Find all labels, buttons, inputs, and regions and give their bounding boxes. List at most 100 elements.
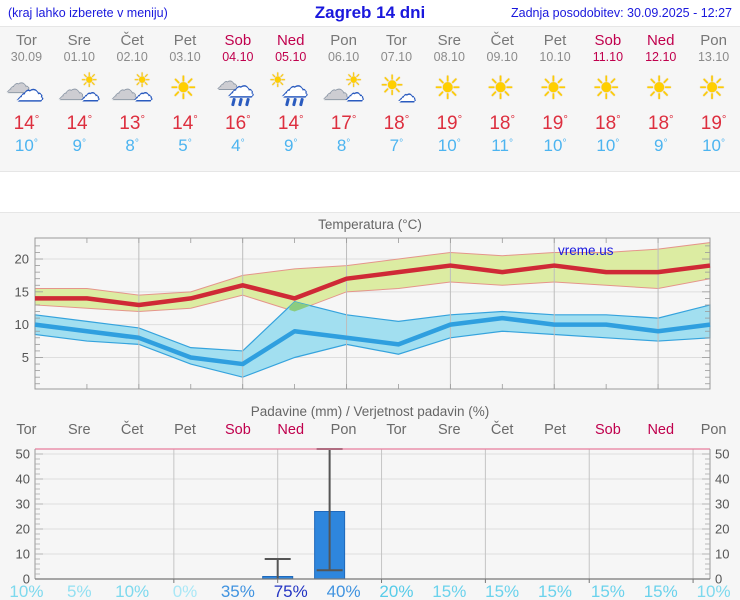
day-date: 07.10 xyxy=(380,49,413,64)
svg-text:20: 20 xyxy=(16,522,30,537)
min-temperature: 10° xyxy=(702,136,726,156)
svg-text:20: 20 xyxy=(715,522,729,537)
day-date: 13.10 xyxy=(697,49,730,64)
day-name: Sre xyxy=(67,32,91,49)
sunny-icon: ☀ xyxy=(426,71,472,109)
day-column[interactable]: Tor 07.10 ☀ ☁ 18° 7° xyxy=(370,27,423,171)
cloud-gray-glyph: ☁ xyxy=(58,74,85,105)
max-temperature: 19° xyxy=(542,112,568,134)
max-temperature: 17° xyxy=(330,112,357,134)
day-column[interactable]: Sob 04.10 ☁ ☁ 16° 4° xyxy=(211,27,264,171)
day-column[interactable]: Tor 30.09 ☁ ☁ 14° 10° xyxy=(0,27,53,171)
partly-cloudy-icon: ☀ ☁ ☁ xyxy=(321,71,367,109)
precip-day-labels: Tor Sre Čet Pet Sob Ned Pon Tor Sre Čet Pet Sob Ned P… xyxy=(0,422,740,439)
raindrop xyxy=(230,97,236,106)
day-date: 04.10 xyxy=(222,49,254,64)
day-name: Ned xyxy=(646,32,675,49)
min-temperature: 10° xyxy=(596,136,620,156)
day-column[interactable]: Sob 11.10 ☀ 18° 10° xyxy=(581,27,634,171)
max-temperature: 14° xyxy=(172,112,198,134)
day-column[interactable]: Pon 06.10 ☀ ☁ ☁ 17° 8° xyxy=(317,27,370,171)
precip-probability: 10% xyxy=(696,582,731,600)
sun-glyph: ☀ xyxy=(539,69,568,106)
sun-glyph: ☀ xyxy=(591,69,621,106)
cloud-white-glyph: ☁ xyxy=(16,75,44,106)
partly-cloudy-icon: ☀ ☁ ☁ xyxy=(109,71,155,109)
day-column[interactable]: Pet 10.10 ☀ 19° 10° xyxy=(529,27,582,171)
max-temperature: 18° xyxy=(383,112,410,134)
last-updated: Zadnja posodobitev: 30.09.2025 - 12:27 xyxy=(510,6,732,20)
day-column[interactable]: Ned 12.10 ☀ 18° 9° xyxy=(634,27,687,171)
day-name: Čet xyxy=(120,32,144,49)
day-name: Tor xyxy=(386,32,407,49)
sun-glyph: ☀ xyxy=(697,69,727,106)
svg-text:10: 10 xyxy=(16,547,30,562)
raindrop xyxy=(291,97,297,106)
sunny-icon: ☀ xyxy=(162,71,208,109)
day-column[interactable]: Čet 02.10 ☀ ☁ ☁ 13° 8° xyxy=(106,27,159,171)
min-temperature: 9° xyxy=(72,136,87,156)
raindrop xyxy=(244,97,250,106)
precip-day-label: Tor xyxy=(386,422,407,438)
max-temperature: 14° xyxy=(277,112,304,134)
day-column[interactable]: Sre 01.10 ☀ ☁ ☁ 14° 9° xyxy=(53,27,106,171)
cloud-gray-glyph: ☁ xyxy=(216,70,238,94)
svg-text:40: 40 xyxy=(715,472,729,487)
precip-day-label: Ned xyxy=(277,422,305,438)
day-date: 11.10 xyxy=(592,49,624,64)
precip-day-label: Tor xyxy=(16,422,37,438)
min-temperature: 8° xyxy=(336,136,351,156)
min-temperature: 8° xyxy=(125,136,139,156)
raindrop xyxy=(284,97,290,106)
svg-text:20: 20 xyxy=(15,252,29,267)
day-date: 30.09 xyxy=(10,49,43,64)
precip-probability: 15% xyxy=(590,582,625,600)
svg-text:15: 15 xyxy=(15,284,29,299)
day-name: Pet xyxy=(173,32,197,49)
day-date: 06.10 xyxy=(327,49,360,64)
cloud-gray-glyph: ☁ xyxy=(111,74,138,105)
watermark-link[interactable]: vreme.us xyxy=(558,243,614,258)
precip-probability: 15% xyxy=(538,582,573,600)
precip-probability: 40% xyxy=(326,582,361,600)
day-name: Pon xyxy=(700,32,727,49)
sunny-icon: ☀ xyxy=(532,71,578,109)
max-temperature: 18° xyxy=(595,112,621,134)
svg-text:0: 0 xyxy=(23,572,30,587)
min-temperature: 10° xyxy=(437,136,461,156)
mostly-sunny-icon: ☀ ☁ xyxy=(373,71,419,109)
min-temperature: 7° xyxy=(389,136,404,156)
day-column[interactable]: Čet 09.10 ☀ 18° 11° xyxy=(476,27,529,171)
precip-probability: 35% xyxy=(220,582,255,600)
max-temperature: 19° xyxy=(436,112,463,134)
sun-glyph: ☀ xyxy=(486,69,515,106)
day-column[interactable]: Pet 03.10 ☀ 14° 5° xyxy=(159,27,212,171)
day-date: 05.10 xyxy=(275,49,307,64)
menu-hint[interactable]: (kraj lahko izberete v meniju) xyxy=(8,6,168,20)
day-date: 09.10 xyxy=(486,49,518,64)
day-column[interactable]: Ned 05.10 ☀ ☁ 14° 9° xyxy=(264,27,317,171)
day-column[interactable]: Pon 13.10 ☀ 19° 10° xyxy=(687,27,740,171)
precip-probability: 0% xyxy=(172,582,198,600)
day-name: Ned xyxy=(276,32,305,49)
precip-probability: 10% xyxy=(115,582,150,600)
cloud-white-glyph: ☁ xyxy=(81,83,100,104)
cloud-white-glyph: ☁ xyxy=(134,83,153,104)
day-column[interactable]: Sre 08.10 ☀ 19° 10° xyxy=(423,27,476,171)
max-temperature: 19° xyxy=(700,112,727,134)
precip-day-label: Sob xyxy=(594,422,621,438)
sun-glyph: ☀ xyxy=(344,69,363,92)
day-date: 02.10 xyxy=(116,49,148,64)
svg-text:0: 0 xyxy=(715,572,722,587)
precip-day-label: Pon xyxy=(700,422,727,438)
min-temperature: 9° xyxy=(653,136,668,156)
forecast-strip: Tor 30.09 ☁ ☁ 14° 10° Sre 01.10 ☀ ☁ ☁ 14° 9° Čet 02.10… xyxy=(0,26,740,172)
max-temperature: 18° xyxy=(647,112,674,134)
day-name: Sre xyxy=(437,32,461,49)
charts-section: Temperatura (°C) 5 10 15 20 vreme.us Padavi… xyxy=(0,212,740,600)
max-temperature: 16° xyxy=(225,112,251,134)
cloud-white-glyph: ☁ xyxy=(398,85,416,105)
day-name: Pon xyxy=(330,32,357,49)
cloudy-icon: ☁ ☁ xyxy=(3,71,49,109)
raindrop xyxy=(298,97,304,106)
